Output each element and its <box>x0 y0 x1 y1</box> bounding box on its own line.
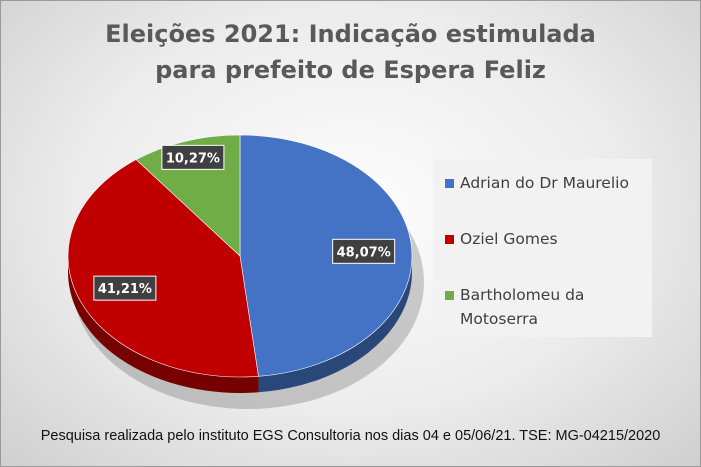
legend-item-oziel: Oziel Gomes <box>445 227 650 251</box>
data-label-2: 10,27% <box>166 151 220 166</box>
pie-slice-1 <box>67 159 259 378</box>
legend-swatch-oziel <box>445 235 454 244</box>
chart-footer-note: Pesquisa realizada pelo instituto EGS Co… <box>40 428 661 444</box>
pie-side-0 <box>258 256 412 393</box>
pie-slice-0 <box>239 134 413 377</box>
legend-label-oziel: Oziel Gomes <box>460 230 558 248</box>
data-label-box-2 <box>161 144 225 170</box>
data-label-0: 48,07% <box>337 245 391 260</box>
chart-legend: Adrian do Dr Maurelio Oziel Gomes Bartho… <box>433 159 652 337</box>
data-label-1: 41,21% <box>98 282 152 297</box>
data-label-box-1 <box>93 275 157 301</box>
legend-label-adrian: Adrian do Dr Maurelio <box>460 174 629 192</box>
legend-swatch-adrian <box>445 179 454 188</box>
chart-title-line-2: para prefeito de Espera Feliz <box>155 56 546 84</box>
legend-label-bartholomeu: Bartholomeu da Motoserra <box>460 286 585 328</box>
legend-item-adrian: Adrian do Dr Maurelio <box>445 171 650 195</box>
pie-side-1 <box>68 256 259 393</box>
legend-swatch-bartholomeu <box>445 291 454 300</box>
chart-title-line-1: Eleições 2021: Indicação estimulada <box>105 20 596 48</box>
data-label-box-0 <box>332 238 396 264</box>
legend-item-bartholomeu: Bartholomeu da Motoserra <box>445 283 640 331</box>
